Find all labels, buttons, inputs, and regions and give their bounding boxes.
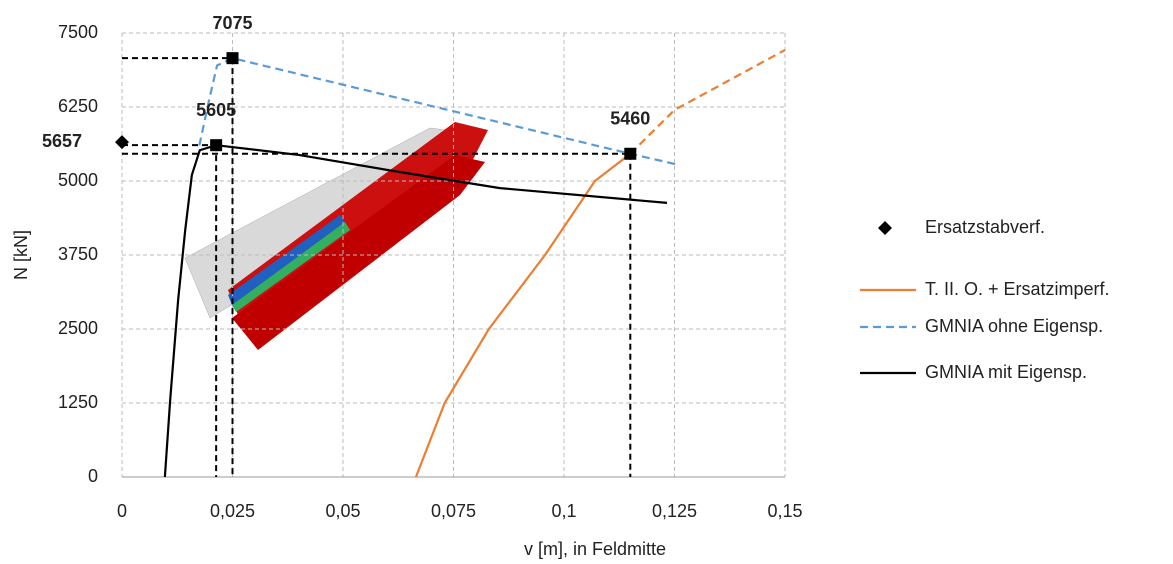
series-line (163, 144, 668, 478)
y-tick-label: 1250 (58, 392, 98, 412)
point-marker (226, 52, 239, 65)
beam-stress-green (232, 222, 350, 312)
y-tick-label: 6250 (58, 96, 98, 116)
data-label: 5605 (196, 100, 236, 120)
x-tick-label: 0,075 (431, 501, 476, 521)
y-tick-label: 3750 (58, 244, 98, 264)
y-tick-label: 2500 (58, 318, 98, 338)
y-tick-label: 5000 (58, 170, 98, 190)
series-line (414, 152, 631, 478)
legend-label: GMNIA ohne Eigensp. (925, 316, 1103, 336)
x-tick-label: 0 (117, 501, 127, 521)
y-axis-label: N [kN] (11, 230, 31, 280)
diamond-marker (115, 135, 129, 150)
x-tick-label: 0,125 (652, 501, 697, 521)
beam-red-bottom (232, 155, 485, 350)
data-label: 5657 (42, 131, 82, 151)
legend-label: T. II. O. + Ersatzimperf. (925, 279, 1110, 299)
y-tick-label: 7500 (58, 22, 98, 42)
data-label: 7075 (212, 13, 252, 33)
beam-stress-blue (228, 215, 345, 305)
y-tick-label: 0 (88, 466, 98, 486)
data-label: 5460 (610, 109, 650, 129)
x-axis-label: v [m], in Feldmitte (524, 539, 666, 559)
x-tick-label: 0,1 (551, 501, 576, 521)
fem-illustration (184, 122, 488, 350)
legend-label: GMNIA mit Eigensp. (925, 362, 1087, 382)
x-tick-label: 0,025 (210, 501, 255, 521)
legend-label: Ersatzstabverf. (925, 217, 1045, 237)
series-line (629, 49, 786, 155)
point-marker (210, 139, 223, 152)
x-tick-label: 0,15 (767, 501, 802, 521)
legend-marker (878, 221, 892, 235)
point-marker (624, 147, 637, 160)
x-tick-label: 0,05 (325, 501, 360, 521)
